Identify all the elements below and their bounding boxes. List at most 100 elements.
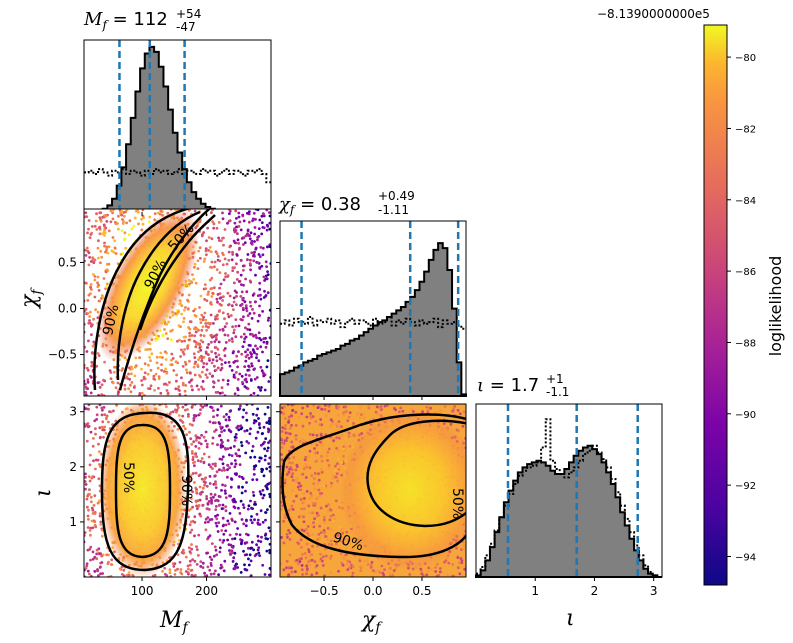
scatter-point — [85, 246, 89, 250]
scatter-point — [258, 554, 261, 557]
scatter-point — [87, 251, 91, 255]
scatter-point — [267, 427, 270, 431]
scatter-point — [243, 385, 247, 388]
scatter-point — [221, 211, 224, 215]
scatter-point — [301, 553, 304, 556]
scatter-point — [251, 219, 254, 223]
contour-50-mf-iota — [114, 423, 172, 559]
scatter-point — [205, 484, 209, 488]
scatter-point — [235, 532, 238, 536]
scatter-point — [320, 454, 323, 458]
scatter-point — [336, 533, 340, 537]
scatter-point — [324, 535, 328, 538]
scatter-point — [215, 355, 218, 359]
scatter-point — [84, 254, 88, 257]
scatter-point — [239, 295, 243, 298]
scatter-point — [199, 321, 203, 324]
scatter-point — [191, 458, 195, 461]
scatter-point — [222, 415, 226, 419]
scatter-point — [240, 491, 244, 495]
scatter-point — [226, 468, 229, 471]
title-iota: ι = 1.7 +1 -1.1 — [477, 372, 569, 399]
scatter-point — [221, 311, 225, 315]
scatter-point — [88, 479, 92, 483]
scatter-point — [344, 405, 347, 409]
scatter-point — [249, 258, 252, 262]
scatter-point — [215, 338, 218, 341]
scatter-point — [308, 466, 312, 470]
scatter-point — [218, 434, 222, 437]
scatter-point — [241, 485, 244, 489]
scatter-point — [240, 237, 244, 240]
scatter-point — [426, 409, 430, 412]
scatter-point — [253, 419, 256, 422]
scatter-point — [209, 561, 213, 565]
svg-text:ι = 1.7: ι = 1.7 — [477, 375, 539, 396]
scatter-point — [304, 455, 308, 459]
scatter-point — [264, 294, 268, 297]
scatter-point — [224, 447, 228, 451]
scatter-point — [323, 515, 326, 519]
scatter-point — [251, 348, 255, 352]
scatter-point — [93, 523, 97, 527]
scatter-point — [228, 212, 231, 216]
scatter-point — [212, 554, 216, 558]
scatter-point — [189, 520, 193, 524]
scatter-point — [314, 460, 318, 463]
scatter-point — [186, 298, 189, 302]
scatter-point — [206, 226, 210, 230]
scatter-point — [189, 478, 192, 481]
scatter-point — [250, 333, 254, 336]
scatter-point — [250, 317, 254, 320]
scatter-point — [246, 211, 249, 215]
scatter-point — [329, 528, 333, 532]
scatter-point — [290, 570, 294, 574]
scatter-point — [371, 569, 375, 573]
scatter-point — [258, 336, 261, 340]
scatter-point — [174, 408, 177, 412]
scatter-point — [202, 231, 206, 234]
scatter-point — [163, 350, 167, 354]
scatter-point — [232, 296, 236, 300]
scatter-point — [391, 573, 395, 577]
scatter-point — [264, 277, 268, 281]
scatter-point — [219, 563, 223, 567]
scatter-point — [200, 477, 204, 481]
scatter-point — [347, 415, 351, 419]
scatter-point — [208, 482, 212, 485]
scatter-point — [262, 226, 266, 230]
scatter-point — [232, 331, 236, 335]
scatter-point — [255, 413, 259, 417]
scatter-point — [207, 290, 210, 294]
scatter-point — [248, 279, 252, 283]
scatter-point — [291, 478, 295, 482]
scatter-point — [231, 537, 234, 541]
scatter-point — [245, 553, 249, 556]
scatter-point — [99, 552, 102, 555]
scatter-point — [158, 355, 162, 359]
scatter-point — [120, 229, 124, 233]
scatter-point — [205, 445, 209, 449]
scatter-point — [281, 442, 285, 446]
scatter-point — [192, 277, 196, 281]
scatter-point — [100, 561, 104, 564]
colorbar-tick-label: −92 — [735, 481, 756, 492]
scatter-point — [239, 404, 242, 408]
scatter-point — [168, 568, 172, 572]
scatter-point — [211, 462, 215, 466]
scatter-point — [244, 373, 248, 377]
scatter-point — [315, 571, 319, 575]
scatter-point — [336, 462, 339, 466]
scatter-point — [149, 384, 153, 388]
scatter-point — [252, 421, 256, 425]
scatter-point — [191, 455, 195, 459]
scatter-point — [236, 388, 240, 392]
scatter-point — [257, 423, 261, 426]
scatter-point — [246, 229, 250, 233]
scatter-point — [236, 566, 240, 569]
scatter-point — [249, 231, 253, 235]
scatter-point — [208, 475, 212, 478]
scatter-point — [88, 236, 92, 240]
scatter-point — [205, 299, 209, 302]
scatter-point — [102, 428, 106, 432]
